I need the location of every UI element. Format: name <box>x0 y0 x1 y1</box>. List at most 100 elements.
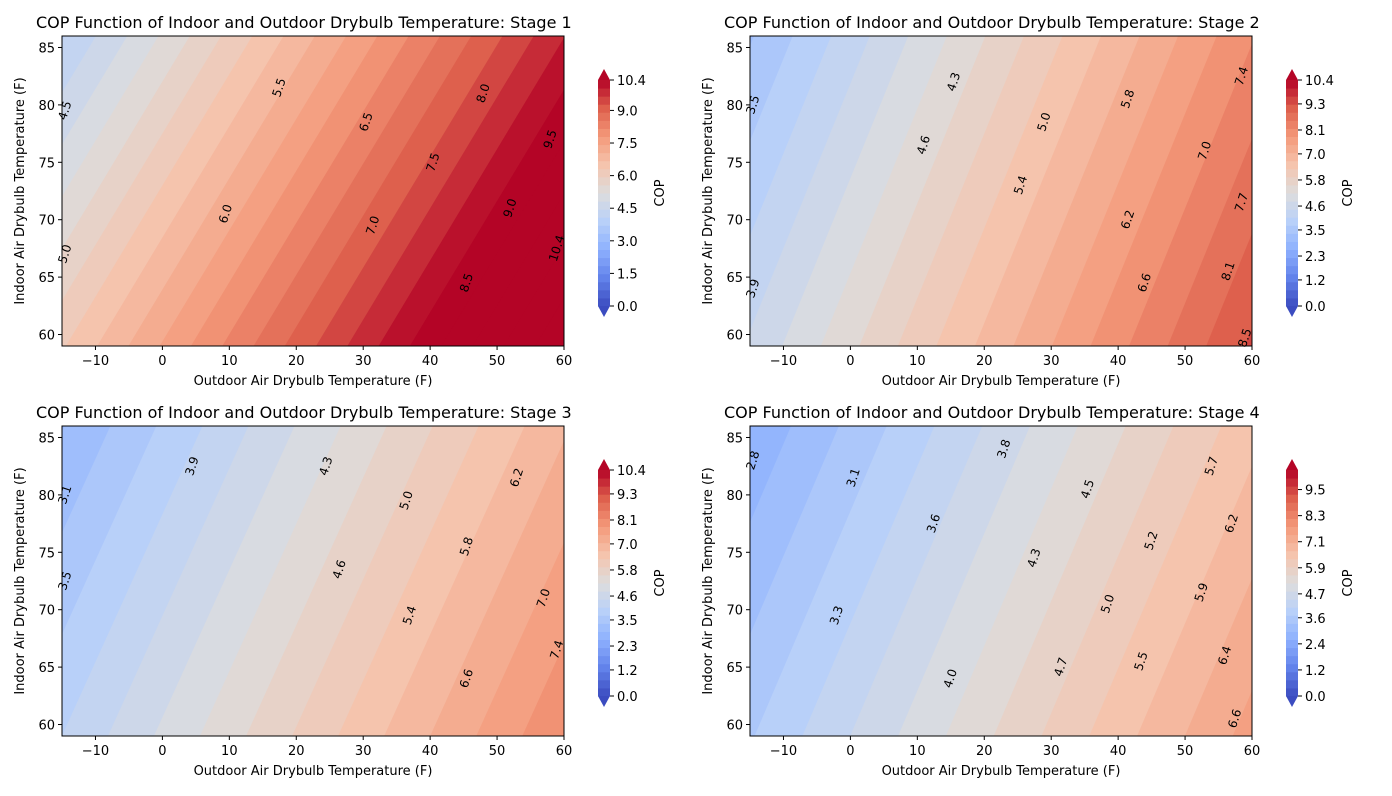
contour-band <box>782 36 948 346</box>
colorbar-segment <box>598 88 610 97</box>
colorbar-segment <box>1286 176 1298 186</box>
colorbar-segment <box>1286 655 1298 665</box>
colorbar-segment <box>1286 128 1298 137</box>
contour-band <box>107 426 296 736</box>
contour-label: 5.0 <box>397 489 416 511</box>
colorbar-segment <box>598 193 610 202</box>
colorbar-segment <box>1286 152 1298 162</box>
colorbar-segment <box>1286 289 1298 299</box>
colorbar-tick-label: 1.2 <box>617 664 638 679</box>
contour-band <box>153 426 342 736</box>
x-tick-label: 0 <box>846 744 854 759</box>
contour-label: 2.8 <box>743 449 762 471</box>
chart-title: COP Function of Indoor and Outdoor Drybu… <box>36 13 572 32</box>
axes-frame <box>749 35 1253 347</box>
contour-label: 5.4 <box>400 604 419 626</box>
axes-frame <box>61 35 565 347</box>
colorbar-segment <box>1286 679 1298 689</box>
colorbar-segment <box>598 201 610 210</box>
colorbar: 0.0 1.2 2.3 3.5 4.6 5.8 7.0 8.1 9.3 10.4 COP <box>598 459 668 707</box>
colorbar-segment <box>1286 663 1298 673</box>
colorbar-segment <box>598 281 610 291</box>
contour-band <box>347 36 564 346</box>
y-tick-label: 60 <box>38 329 55 344</box>
contour-band <box>62 36 253 346</box>
colorbar-segment <box>598 96 610 105</box>
colorbar-segment <box>1286 217 1298 226</box>
x-tick-label: 0 <box>846 354 854 369</box>
x-tick-label: 60 <box>1244 354 1261 369</box>
colorbar-tick-label: 0.0 <box>1305 690 1326 705</box>
colorbar-segment <box>598 615 610 624</box>
colorbar-segment <box>598 639 610 649</box>
contour-band <box>522 643 564 736</box>
chart-title: COP Function of Indoor and Outdoor Drybu… <box>724 13 1260 32</box>
contour-band <box>1129 43 1252 346</box>
y-tick-label: 65 <box>726 271 743 286</box>
y-axis-label: Indoor Air Drybulb Temperature (F) <box>13 77 28 304</box>
y-tick-label: 85 <box>38 431 55 446</box>
contour-label: 5.4 <box>1011 174 1030 196</box>
colorbar-tick-label: 3.0 <box>617 235 638 250</box>
contour-label: 8.0 <box>474 82 493 104</box>
contour-band <box>253 36 472 346</box>
x-tick-label: −10 <box>770 744 797 759</box>
colorbar-extend-max <box>1286 459 1298 470</box>
contour-label: 4.3 <box>944 71 963 93</box>
contour-label: 4.0 <box>941 667 960 689</box>
contour-band <box>898 426 1079 736</box>
x-tick-label: −10 <box>82 744 109 759</box>
x-tick-label: 60 <box>556 354 573 369</box>
colorbar-segment <box>598 647 610 657</box>
colorbar-segment <box>598 526 610 536</box>
colorbar-segment <box>1286 136 1298 146</box>
colorbar-segment <box>1286 486 1298 495</box>
colorbar-extend-min <box>598 306 610 317</box>
colorbar-segment <box>1286 297 1298 307</box>
contour-fill <box>62 36 564 346</box>
colorbar-segment <box>598 591 610 600</box>
contour-band <box>802 426 983 736</box>
colorbar-segment <box>598 112 610 121</box>
colorbar-tick-label: 3.5 <box>1305 224 1326 239</box>
colorbar-tick-label: 3.5 <box>617 614 638 629</box>
colorbar-segment <box>598 257 610 267</box>
y-tick-label: 85 <box>726 431 743 446</box>
colorbar-tick-label: 1.2 <box>1305 274 1326 289</box>
x-axis-label: Outdoor Air Drybulb Temperature (F) <box>882 764 1121 779</box>
y-tick-label: 80 <box>726 489 743 504</box>
contour-label: 7.4 <box>1232 65 1251 87</box>
colorbar-tick-label: 2.4 <box>1305 638 1326 653</box>
colorbar-segment <box>598 225 610 234</box>
contour-label: 5.8 <box>457 535 476 557</box>
colorbar-tick-label: 5.9 <box>1305 562 1326 577</box>
contour-band <box>974 36 1141 346</box>
colorbar-tick-label: 2.3 <box>1305 250 1326 265</box>
x-tick-label: 10 <box>909 354 926 369</box>
x-tick-label: 40 <box>1110 744 1127 759</box>
contour-label: 9.0 <box>500 197 519 219</box>
x-tick-label: 30 <box>355 354 372 369</box>
colorbar-tick-label: 0.0 <box>617 690 638 705</box>
contour-label: 3.6 <box>924 512 943 534</box>
colorbar-segment <box>598 478 610 487</box>
contour-label: 4.5 <box>1078 478 1097 500</box>
contour-band <box>222 36 441 346</box>
x-tick-label: 0 <box>158 744 166 759</box>
colorbar-segment <box>598 655 610 665</box>
colorbar-tick-label: 8.1 <box>617 514 638 529</box>
contour-label: 5.0 <box>1034 111 1053 133</box>
contour-band <box>820 36 987 346</box>
colorbar-tick-label: 7.1 <box>1305 536 1326 551</box>
x-tick-label: 40 <box>422 354 439 369</box>
y-axis-label: Indoor Air Drybulb Temperature (F) <box>701 77 716 304</box>
contour-label: 5.0 <box>55 243 74 265</box>
y-tick-label: 75 <box>726 156 743 171</box>
contour-band <box>316 36 535 346</box>
colorbar-segment <box>1286 647 1298 657</box>
y-tick-label: 70 <box>726 214 743 229</box>
colorbar-segment <box>1286 631 1298 640</box>
colorbar: 0.0 1.2 2.4 3.6 4.7 5.9 7.1 8.3 9.5 COP <box>1286 459 1356 707</box>
colorbar-segment <box>598 623 610 632</box>
colorbar-tick-label: 4.6 <box>617 590 638 605</box>
